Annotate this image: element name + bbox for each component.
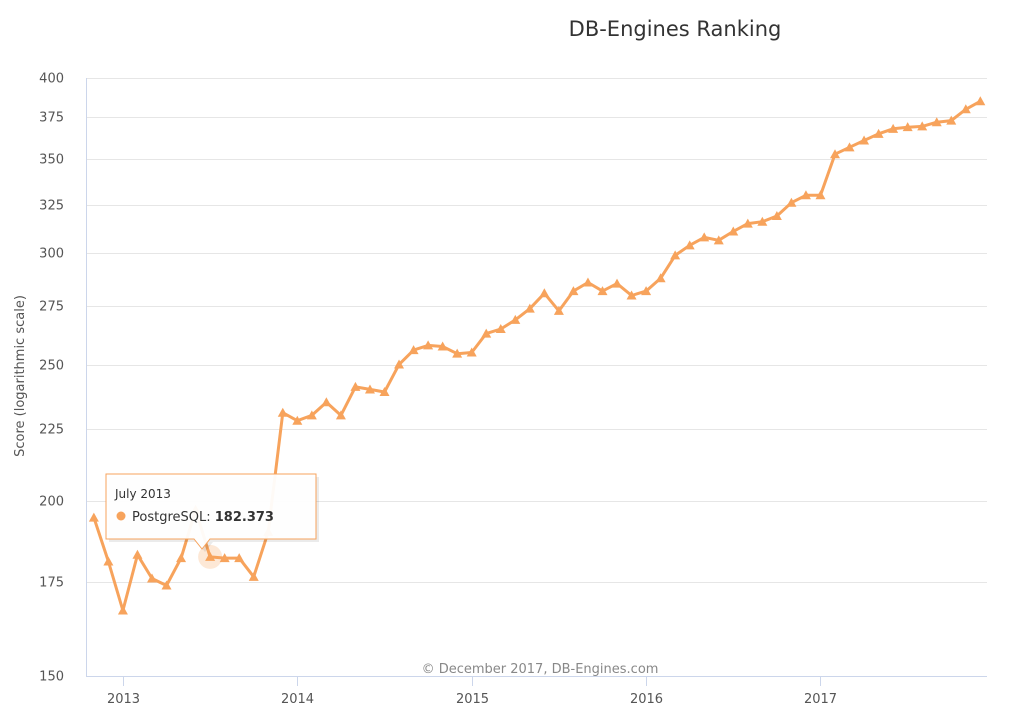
data-point[interactable] bbox=[394, 359, 405, 369]
tooltip-date: July 2013 bbox=[114, 487, 171, 501]
data-point[interactable] bbox=[597, 286, 608, 296]
x-tick-label: 2016 bbox=[630, 692, 663, 707]
data-point[interactable] bbox=[423, 340, 434, 350]
data-point[interactable] bbox=[742, 218, 753, 228]
data-point[interactable] bbox=[408, 345, 419, 355]
data-point[interactable] bbox=[844, 142, 855, 152]
hover-halo bbox=[198, 544, 223, 569]
data-point[interactable] bbox=[161, 580, 172, 590]
data-point[interactable] bbox=[146, 573, 157, 583]
data-point[interactable] bbox=[524, 303, 535, 313]
data-point[interactable] bbox=[510, 314, 521, 324]
data-point[interactable] bbox=[873, 128, 884, 138]
data-point[interactable] bbox=[539, 288, 550, 298]
data-point[interactable] bbox=[277, 407, 288, 417]
data-point[interactable] bbox=[364, 384, 375, 394]
series-group bbox=[88, 96, 986, 615]
tooltip-series-name: PostgreSQL bbox=[132, 510, 207, 525]
tooltip-box bbox=[105, 473, 317, 550]
y-tick-label: 225 bbox=[39, 423, 64, 438]
data-point[interactable] bbox=[655, 273, 666, 283]
data-point[interactable] bbox=[917, 121, 928, 131]
data-point[interactable] bbox=[859, 135, 870, 145]
y-tick-label: 325 bbox=[39, 199, 64, 214]
data-point[interactable] bbox=[626, 290, 637, 300]
data-point[interactable] bbox=[931, 117, 942, 127]
data-point[interactable] bbox=[888, 123, 899, 133]
data-point[interactable] bbox=[670, 250, 681, 260]
y-tick-label: 150 bbox=[39, 670, 64, 685]
data-point[interactable] bbox=[306, 410, 317, 420]
data-point[interactable] bbox=[568, 286, 579, 296]
data-point[interactable] bbox=[553, 305, 564, 315]
data-point[interactable] bbox=[815, 190, 826, 200]
data-point[interactable] bbox=[176, 553, 187, 563]
x-tick-label: 2014 bbox=[281, 692, 314, 707]
x-axis-ticks: 2013 2014 2015 2016 2017 bbox=[107, 676, 837, 707]
x-tick-label: 2013 bbox=[107, 692, 140, 707]
data-point[interactable] bbox=[103, 556, 114, 566]
tooltip-series-marker bbox=[116, 511, 126, 521]
data-point[interactable] bbox=[786, 197, 797, 207]
data-point[interactable] bbox=[830, 149, 841, 159]
data-point[interactable] bbox=[292, 415, 303, 425]
data-point[interactable] bbox=[321, 397, 332, 407]
data-point[interactable] bbox=[641, 286, 652, 296]
data-point[interactable] bbox=[219, 553, 230, 563]
data-point[interactable] bbox=[452, 348, 463, 358]
data-point[interactable] bbox=[117, 605, 128, 615]
y-tick-label: 300 bbox=[39, 247, 64, 262]
data-point[interactable] bbox=[205, 551, 216, 561]
data-point[interactable] bbox=[771, 210, 782, 220]
data-point[interactable] bbox=[582, 277, 593, 287]
data-point[interactable] bbox=[975, 96, 986, 106]
y-tick-label: 375 bbox=[39, 111, 64, 126]
y-tick-label: 200 bbox=[39, 495, 64, 510]
data-point[interactable] bbox=[946, 115, 957, 125]
data-point[interactable] bbox=[234, 553, 245, 563]
data-point[interactable] bbox=[132, 549, 143, 559]
y-axis-label: Score (logarithmic scale) bbox=[13, 295, 28, 457]
y-axis-ticks: 400 375 350 325 300 275 250 225 200 175 150 bbox=[39, 72, 64, 685]
chart-title: DB-Engines Ranking bbox=[569, 17, 782, 41]
data-point[interactable] bbox=[437, 341, 448, 351]
data-point[interactable] bbox=[757, 216, 768, 226]
data-point[interactable] bbox=[379, 386, 390, 396]
data-point[interactable] bbox=[495, 324, 506, 334]
data-point[interactable] bbox=[684, 240, 695, 250]
tooltip: July 2013 PostgreSQL: 182.373 bbox=[105, 473, 319, 569]
y-tick-label: 275 bbox=[39, 300, 64, 315]
y-tick-label: 350 bbox=[39, 153, 64, 168]
data-point[interactable] bbox=[612, 278, 623, 288]
data-point[interactable] bbox=[350, 381, 361, 391]
data-point[interactable] bbox=[728, 226, 739, 236]
y-tick-label: 175 bbox=[39, 576, 64, 591]
data-point[interactable] bbox=[481, 328, 492, 338]
data-point[interactable] bbox=[466, 347, 477, 357]
x-tick-label: 2017 bbox=[804, 692, 837, 707]
data-point[interactable] bbox=[713, 235, 724, 245]
tooltip-separator: : bbox=[206, 510, 215, 525]
y-gridlines bbox=[86, 78, 987, 677]
y-tick-label: 250 bbox=[39, 359, 64, 374]
data-point[interactable] bbox=[699, 232, 710, 242]
tooltip-value: 182.373 bbox=[215, 510, 274, 525]
data-point[interactable] bbox=[902, 122, 913, 132]
chart-credit[interactable]: © December 2017, DB-Engines.com bbox=[422, 662, 659, 677]
data-point[interactable] bbox=[335, 410, 346, 420]
data-point[interactable] bbox=[960, 104, 971, 114]
x-tick-label: 2015 bbox=[456, 692, 489, 707]
data-point[interactable] bbox=[88, 512, 99, 522]
y-tick-label: 400 bbox=[39, 72, 64, 87]
data-point[interactable] bbox=[248, 571, 259, 581]
tooltip-line: PostgreSQL: 182.373 bbox=[132, 510, 274, 525]
data-point[interactable] bbox=[800, 190, 811, 200]
